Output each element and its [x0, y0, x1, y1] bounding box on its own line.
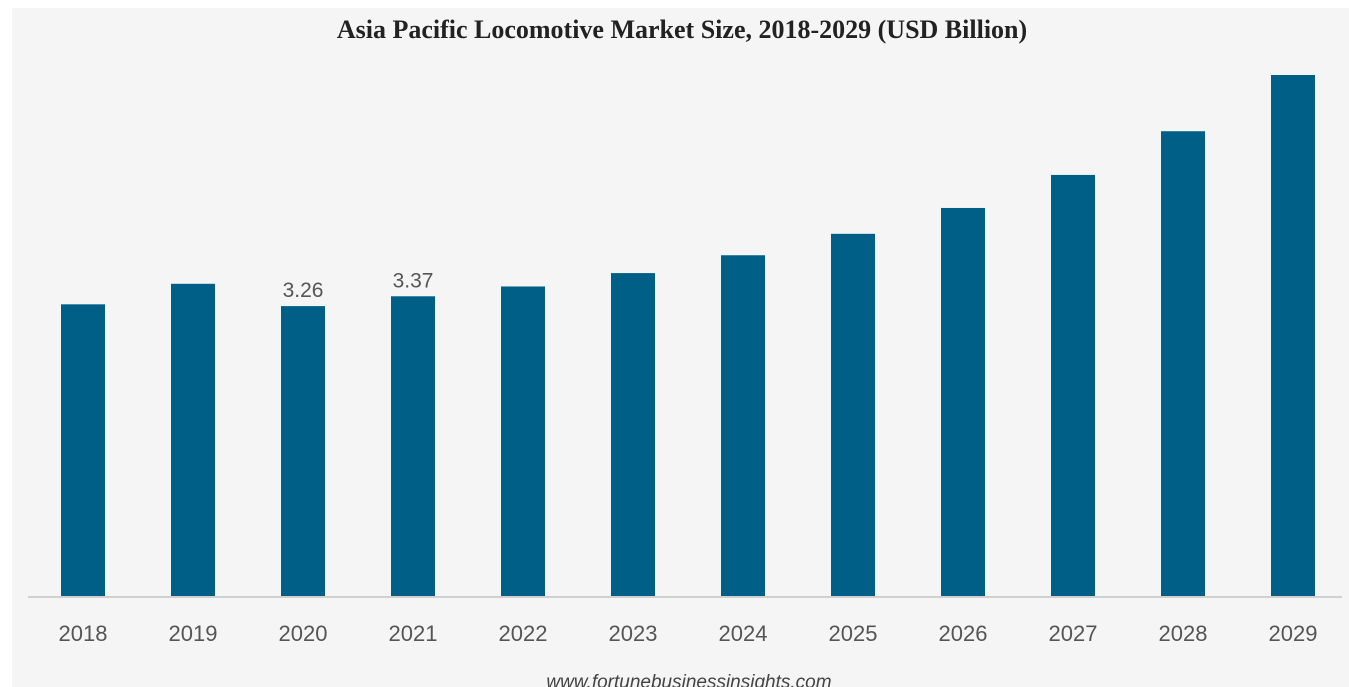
x-tick-label-2029: 2029: [1269, 621, 1318, 646]
x-tick-label-2024: 2024: [719, 621, 768, 646]
source-watermark: www.fortunebusinessinsights.com: [546, 672, 831, 687]
x-tick-label-2026: 2026: [939, 621, 988, 646]
bar-2028: [1161, 131, 1205, 597]
data-label-2020: 3.26: [283, 279, 324, 302]
bar-2022: [501, 286, 545, 597]
data-label-2021: 3.37: [393, 269, 434, 292]
x-tick-label-2025: 2025: [829, 621, 878, 646]
bar-2025: [831, 233, 875, 598]
x-tick-label-2018: 2018: [59, 621, 108, 646]
bar-2020: [281, 306, 325, 597]
chart-background: [12, 8, 1349, 687]
x-tick-label-2020: 2020: [279, 621, 328, 646]
bar-2026: [941, 207, 985, 597]
bar-2029: [1271, 75, 1315, 597]
x-tick-label-2019: 2019: [169, 621, 218, 646]
bar-2027: [1051, 174, 1095, 597]
bar-2018: [61, 304, 105, 597]
bar-2023: [611, 273, 655, 597]
bar-2024: [721, 255, 765, 597]
bars-layer: [61, 75, 1315, 598]
x-tick-label-2022: 2022: [499, 621, 548, 646]
x-tick-label-2023: 2023: [609, 621, 658, 646]
x-tick-label-2021: 2021: [389, 621, 438, 646]
labels-layer: 2018 2019 2020 3.26 2021 3.37 2022 2023 2024 2025…: [59, 269, 1318, 646]
chart-title: Asia Pacific Locomotive Market Size, 201…: [337, 15, 1027, 44]
x-tick-label-2027: 2027: [1049, 621, 1098, 646]
bar-2021: [391, 296, 435, 597]
x-tick-label-2028: 2028: [1159, 621, 1208, 646]
bar-2019: [171, 283, 215, 597]
